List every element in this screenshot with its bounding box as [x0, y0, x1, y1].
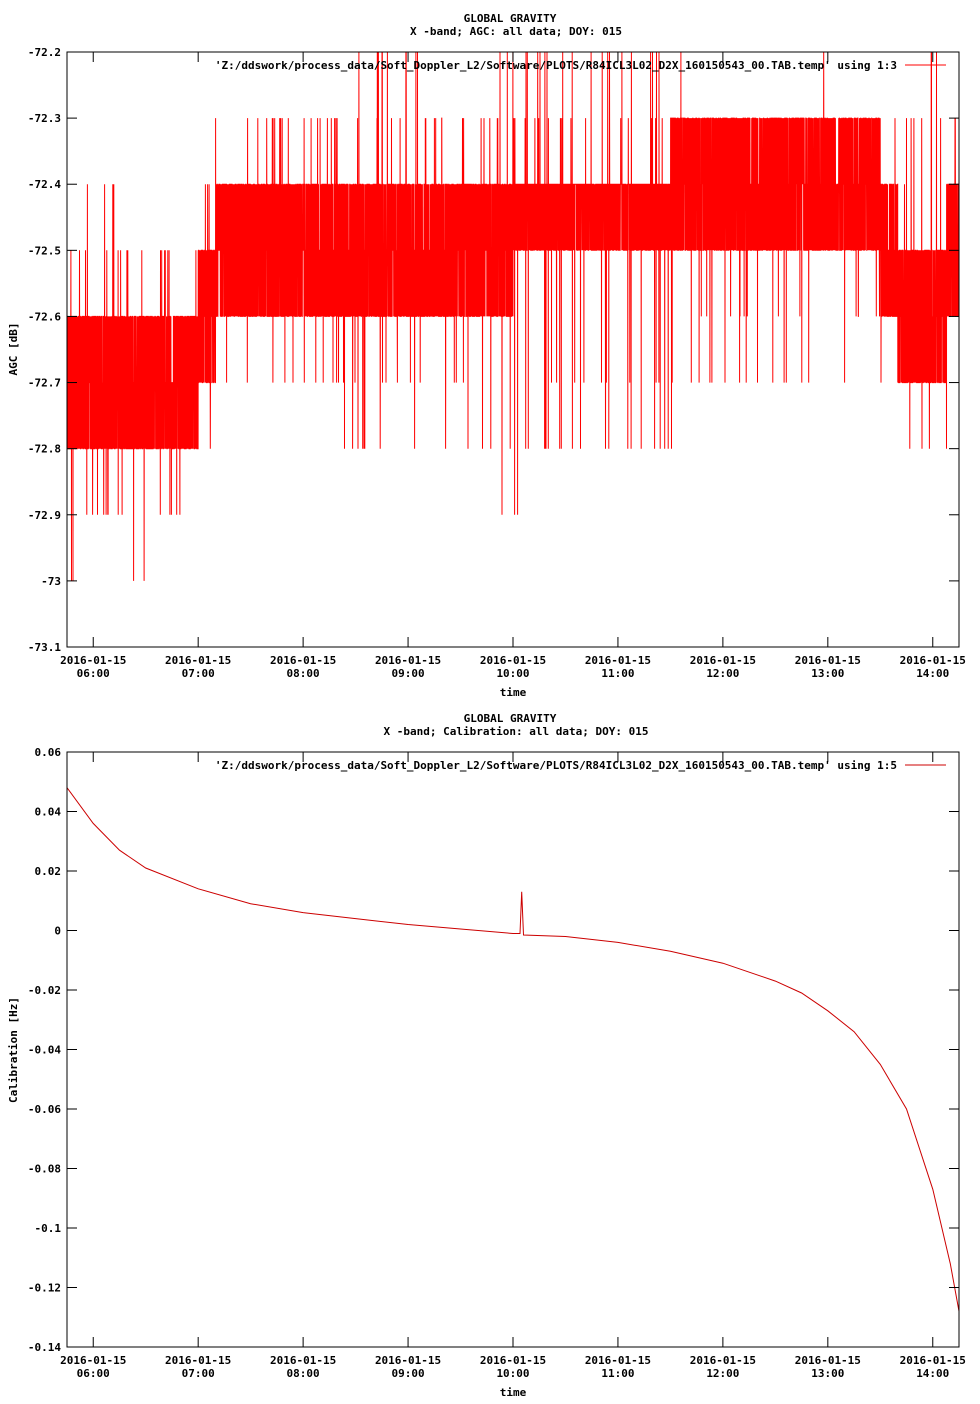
- legend-label: 'Z:/ddswork/process_data/Soft_Doppler_L2…: [215, 59, 897, 72]
- chart-title: GLOBAL GRAVITY: [464, 712, 557, 725]
- x-axis-label: time: [500, 686, 527, 699]
- y-tick-label: -73.1: [28, 641, 61, 654]
- y-tick-label: -72.8: [28, 443, 61, 456]
- x-tick-label-time: 08:00: [287, 1367, 320, 1380]
- y-tick-label: 0: [54, 925, 61, 938]
- plot-frame: [66, 51, 960, 648]
- y-tick-label: -0.14: [28, 1341, 61, 1354]
- calibration-axes: 0.06 0.04 0.02 0 -0.02 -0.04 -0.06 -0.08 -0.1 -0.…: [28, 746, 966, 1380]
- x-tick-label-time: 06:00: [77, 667, 110, 680]
- x-tick-label-time: 10:00: [496, 1367, 529, 1380]
- y-tick-label: -72.7: [28, 377, 61, 390]
- x-tick-label-date: 2016-01-15: [375, 1354, 441, 1367]
- chart-subtitle: X -band; Calibration: all data; DOY: 015: [384, 725, 649, 738]
- y-tick-label: -0.08: [28, 1163, 61, 1176]
- y-tick-label: -72.3: [28, 112, 61, 125]
- y-tick-label: -0.12: [28, 1282, 61, 1295]
- x-tick-label-date: 2016-01-15: [900, 1354, 966, 1367]
- x-tick-label-date: 2016-01-15: [165, 654, 231, 667]
- x-tick-label-time: 14:00: [916, 1367, 949, 1380]
- x-tick-label-date: 2016-01-15: [60, 654, 126, 667]
- x-tick-label-date: 2016-01-15: [690, 654, 756, 667]
- x-tick-label-date: 2016-01-15: [585, 1354, 651, 1367]
- chart-subtitle: X -band; AGC: all data; DOY: 015: [410, 25, 622, 38]
- x-tick-label-date: 2016-01-15: [585, 654, 651, 667]
- x-tick-label-date: 2016-01-15: [690, 1354, 756, 1367]
- x-tick-label-time: 13:00: [811, 1367, 844, 1380]
- calibration-chart: GLOBAL GRAVITY X -band; Calibration: all…: [7, 712, 966, 1399]
- y-tick-label: -72.2: [28, 46, 61, 59]
- x-tick-label-time: 10:00: [496, 667, 529, 680]
- y-tick-label: -0.02: [28, 984, 61, 997]
- y-tick-label: 0.06: [35, 746, 62, 759]
- x-tick-label-date: 2016-01-15: [270, 654, 336, 667]
- agc-axes: -72.2 -72.3 -72.4 -72.5 -72.6 -72.7 -72.8 -72.9…: [28, 46, 966, 680]
- x-tick-label-date: 2016-01-15: [480, 1354, 546, 1367]
- y-axis-label: Calibration [Hz]: [7, 997, 20, 1103]
- x-tick-label-time: 07:00: [182, 667, 215, 680]
- chart-title: GLOBAL GRAVITY: [464, 12, 557, 25]
- calibration-data-marks: [67, 787, 959, 1312]
- x-tick-label-time: 07:00: [182, 1367, 215, 1380]
- y-tick-label: 0.04: [35, 806, 62, 819]
- x-tick-label-time: 12:00: [706, 1367, 739, 1380]
- plot-frame: [66, 751, 960, 1348]
- x-tick-label-date: 2016-01-15: [270, 1354, 336, 1367]
- agc-chart: GLOBAL GRAVITY X -band; AGC: all data; D…: [7, 12, 966, 699]
- x-tick-label-time: 12:00: [706, 667, 739, 680]
- y-tick-label: 0.02: [35, 865, 62, 878]
- x-tick-label-time: 11:00: [601, 1367, 634, 1380]
- x-tick-label-time: 13:00: [811, 667, 844, 680]
- x-tick-label-time: 09:00: [391, 1367, 424, 1380]
- x-tick-label-date: 2016-01-15: [900, 654, 966, 667]
- y-tick-label: -0.06: [28, 1103, 61, 1116]
- x-tick-label-date: 2016-01-15: [795, 654, 861, 667]
- y-tick-label: -0.04: [28, 1044, 61, 1057]
- series-line: [67, 52, 959, 581]
- series-line: [67, 787, 959, 1312]
- y-tick-label: -72.6: [28, 310, 61, 323]
- x-tick-label-time: 08:00: [287, 667, 320, 680]
- x-tick-label-time: 06:00: [77, 1367, 110, 1380]
- x-axis-label: time: [500, 1386, 527, 1399]
- x-tick-label-date: 2016-01-15: [795, 1354, 861, 1367]
- y-tick-label: -72.9: [28, 509, 61, 522]
- y-tick-label: -73: [41, 575, 61, 588]
- x-tick-label-time: 14:00: [916, 667, 949, 680]
- agc-data-marks: [67, 52, 959, 581]
- y-tick-label: -72.4: [28, 178, 61, 191]
- x-tick-label-date: 2016-01-15: [60, 1354, 126, 1367]
- legend-label: 'Z:/ddswork/process_data/Soft_Doppler_L2…: [215, 759, 897, 772]
- x-tick-label-time: 11:00: [601, 667, 634, 680]
- x-tick-label-date: 2016-01-15: [480, 654, 546, 667]
- y-tick-label: -72.5: [28, 244, 61, 257]
- x-tick-label-date: 2016-01-15: [165, 1354, 231, 1367]
- x-tick-label-time: 09:00: [391, 667, 424, 680]
- y-tick-label: -0.1: [35, 1222, 62, 1235]
- y-axis-label: AGC [dB]: [7, 323, 20, 376]
- x-tick-label-date: 2016-01-15: [375, 654, 441, 667]
